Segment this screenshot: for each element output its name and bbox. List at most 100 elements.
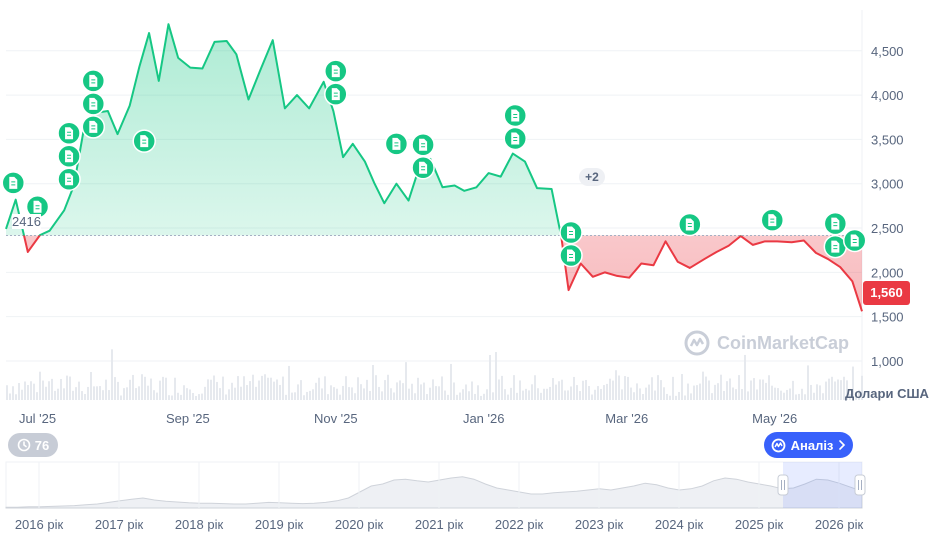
news-marker[interactable] bbox=[384, 132, 409, 156]
news-marker[interactable] bbox=[1, 171, 26, 195]
x-axis: Jul '25 Sep '25 Nov '25 Jan '26 Mar '26 May '… bbox=[19, 411, 797, 426]
navigator-year-label: 2023 рік bbox=[575, 517, 624, 532]
document-lines bbox=[833, 245, 838, 250]
volume-bar bbox=[846, 380, 848, 400]
volume-bar bbox=[588, 386, 590, 400]
news-marker[interactable] bbox=[678, 212, 702, 237]
news-marker[interactable] bbox=[81, 92, 106, 116]
volume-bar bbox=[267, 377, 269, 400]
volume-bar bbox=[576, 385, 578, 400]
history-button[interactable]: 76 bbox=[8, 433, 58, 457]
document-icon bbox=[768, 214, 777, 227]
volume-bar bbox=[339, 394, 341, 400]
volume-bar bbox=[855, 394, 857, 400]
news-marker[interactable] bbox=[842, 228, 867, 253]
navigator-handle[interactable] bbox=[854, 474, 866, 496]
volume-bar bbox=[771, 385, 773, 400]
volume-bar bbox=[117, 381, 119, 400]
volume-bar bbox=[513, 375, 515, 400]
news-marker[interactable] bbox=[57, 121, 81, 145]
volume-bar bbox=[315, 382, 317, 400]
volume-bar bbox=[123, 388, 125, 400]
y-tick-label: 1,500 bbox=[871, 310, 904, 325]
news-marker[interactable] bbox=[81, 69, 106, 93]
volume-bar bbox=[753, 378, 755, 400]
volume-bar bbox=[318, 377, 320, 400]
volume-bar bbox=[798, 393, 800, 400]
news-marker[interactable] bbox=[503, 103, 527, 128]
volume-bar bbox=[81, 391, 83, 400]
news-marker[interactable] bbox=[559, 220, 583, 245]
navigator-year-label: 2017 рік bbox=[95, 517, 144, 532]
volume-bar bbox=[348, 387, 350, 400]
price-line-down bbox=[22, 235, 863, 312]
volume-bar bbox=[849, 393, 851, 400]
volume-bar bbox=[543, 388, 545, 400]
volume-bar bbox=[15, 394, 17, 400]
analysis-button[interactable]: Аналіз bbox=[764, 432, 853, 458]
volume-bar bbox=[492, 392, 494, 400]
volume-bar bbox=[687, 383, 689, 400]
volume-bar bbox=[231, 382, 233, 400]
news-marker[interactable] bbox=[823, 234, 848, 259]
navigator-handle[interactable] bbox=[777, 474, 789, 496]
news-marker[interactable] bbox=[324, 59, 348, 83]
volume-bar bbox=[285, 394, 287, 400]
news-marker[interactable] bbox=[324, 82, 348, 106]
volume-bar bbox=[498, 379, 500, 400]
document-icon bbox=[331, 88, 340, 101]
navigator-selection[interactable] bbox=[783, 462, 862, 508]
volume-bar bbox=[90, 372, 92, 400]
volume-bar bbox=[111, 349, 113, 400]
volume-bar bbox=[177, 392, 179, 400]
volume-bar bbox=[558, 381, 560, 400]
marker-layer[interactable] bbox=[1, 59, 867, 268]
news-marker[interactable] bbox=[823, 211, 848, 236]
document-lines bbox=[91, 125, 96, 130]
volume-bar bbox=[507, 394, 509, 400]
volume-bar bbox=[126, 387, 128, 400]
news-marker[interactable] bbox=[132, 129, 156, 153]
volume-bar bbox=[681, 374, 683, 400]
navigator[interactable]: 2016 рік 2017 рік 2018 рік 2019 рік 2020 рік… bbox=[5, 461, 866, 532]
document-lines bbox=[91, 79, 96, 84]
volume-bar bbox=[660, 380, 662, 400]
more-events-badge[interactable]: +2 bbox=[579, 168, 605, 186]
volume-bar bbox=[690, 393, 692, 400]
news-marker[interactable] bbox=[760, 208, 785, 232]
news-marker[interactable] bbox=[411, 132, 435, 157]
volume-bar bbox=[705, 376, 707, 400]
document-icon bbox=[89, 74, 98, 87]
chevron-right-icon bbox=[839, 440, 846, 450]
news-marker[interactable] bbox=[57, 167, 81, 191]
volume-bar bbox=[534, 375, 536, 400]
volume-bar bbox=[87, 386, 89, 400]
news-marker[interactable] bbox=[25, 195, 50, 219]
news-marker[interactable] bbox=[411, 155, 435, 180]
volume-bar bbox=[429, 387, 431, 400]
volume-bar bbox=[708, 380, 710, 400]
volume-bar bbox=[606, 383, 608, 400]
volume-bar bbox=[168, 395, 170, 400]
volume-bar bbox=[729, 378, 731, 400]
volume-bar bbox=[684, 395, 686, 400]
volume-layer bbox=[6, 349, 863, 400]
volume-bar bbox=[54, 390, 56, 400]
volume-bar bbox=[306, 391, 308, 400]
volume-bar bbox=[465, 384, 467, 400]
news-marker[interactable] bbox=[81, 115, 106, 139]
news-marker[interactable] bbox=[57, 144, 81, 168]
news-marker[interactable] bbox=[559, 243, 583, 268]
volume-bar bbox=[516, 392, 518, 400]
volume-bar bbox=[735, 389, 737, 400]
volume-bar bbox=[480, 395, 482, 400]
volume-bar bbox=[621, 389, 623, 400]
volume-bar bbox=[372, 365, 374, 400]
volume-bar bbox=[387, 374, 389, 400]
y-tick-label: 3,000 bbox=[871, 177, 904, 192]
volume-bar bbox=[279, 384, 281, 400]
news-marker[interactable] bbox=[503, 126, 527, 151]
document-lines bbox=[513, 136, 518, 141]
volume-bar bbox=[345, 376, 347, 400]
volume-bar bbox=[570, 386, 572, 400]
